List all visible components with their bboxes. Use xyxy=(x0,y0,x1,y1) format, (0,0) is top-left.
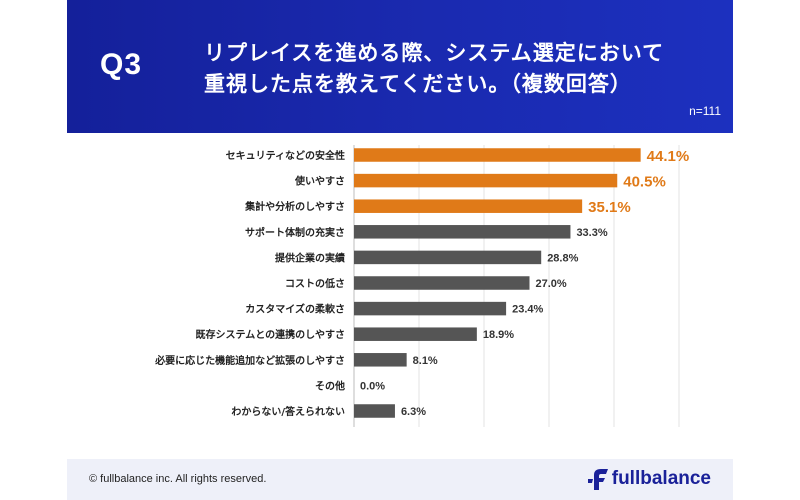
category-label: セキュリティなどの安全性 xyxy=(226,149,345,162)
bar xyxy=(354,199,583,213)
data-label: 6.3% xyxy=(401,406,426,418)
category-label: わからない/答えられない xyxy=(231,405,345,418)
bar xyxy=(354,301,507,316)
category-label: 既存システムとの連携のしやすさ xyxy=(196,328,346,341)
data-label: 33.3% xyxy=(576,227,607,239)
fullbalance-f-logo-icon xyxy=(587,469,608,490)
data-label: 40.5% xyxy=(623,174,666,191)
bar xyxy=(354,225,571,239)
data-label: 18.9% xyxy=(483,329,514,341)
category-label: カスタマイズの柔軟さ xyxy=(245,303,345,316)
bar xyxy=(354,276,530,290)
category-label: 必要に応じた機能追加など拡張のしやすさ xyxy=(154,354,345,367)
data-label: 28.8% xyxy=(547,252,578,264)
category-label: 使いやすさ xyxy=(294,175,345,188)
category-label: 提供企業の実績 xyxy=(275,251,345,264)
footer: © fullbalance inc. All rights reserved. … xyxy=(67,459,733,500)
question-title-line2: 重視した点を教えてください。（複数回答） xyxy=(204,72,632,96)
data-label: 27.0% xyxy=(536,278,567,290)
bar xyxy=(354,327,477,341)
bar-chart: セキュリティなどの安全性 44.1% 使いやすさ 40.5% 集計や分析のしやすさ 35.… xyxy=(0,133,800,460)
data-label: 8.1% xyxy=(413,355,438,367)
question-title-line1: リプレイスを進める際、システム選定において xyxy=(204,41,665,65)
data-label: 0.0% xyxy=(360,380,385,392)
category-label: その他 xyxy=(315,379,345,392)
data-label: 44.1% xyxy=(647,148,690,165)
category-label: コストの低さ xyxy=(285,277,345,290)
bar xyxy=(354,173,618,188)
bar xyxy=(354,148,641,162)
header-banner: Q3 リプレイスを進める際、システム選定において 重視した点を教えてください。（… xyxy=(67,0,733,133)
copyright-text: © fullbalance inc. All rights reserved. xyxy=(89,473,267,485)
bar xyxy=(354,404,395,418)
bar-chart-svg: セキュリティなどの安全性 44.1% 使いやすさ 40.5% 集計や分析のしやすさ 35.… xyxy=(154,145,690,427)
data-label: 35.1% xyxy=(588,199,631,216)
bar xyxy=(354,353,407,367)
sample-size: n=111 xyxy=(689,104,721,118)
category-label: サポート体制の充実さ xyxy=(245,226,345,239)
category-label: 集計や分析のしやすさ xyxy=(244,200,345,213)
logo-text: fullbalance xyxy=(611,468,711,489)
question-number: Q3 xyxy=(100,48,143,81)
data-label: 23.4% xyxy=(512,304,543,316)
brand-logo: fullbalance xyxy=(587,467,711,491)
bar xyxy=(354,250,542,265)
